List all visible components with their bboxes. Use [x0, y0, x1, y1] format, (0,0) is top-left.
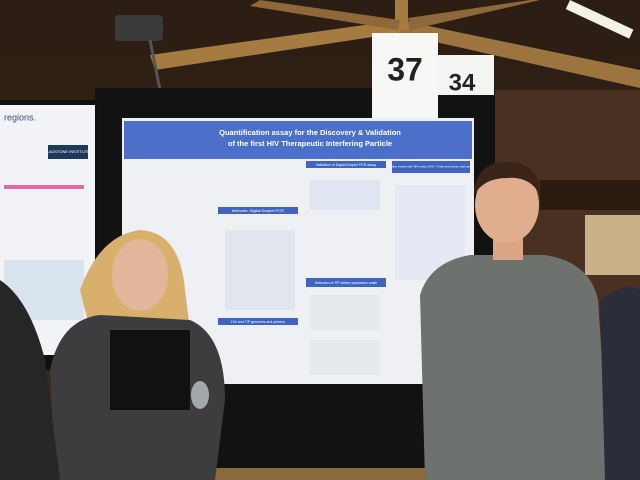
section-bar	[306, 278, 386, 287]
section-bar	[392, 161, 470, 173]
wine-glass	[191, 381, 209, 409]
section-title: Detection of TIP before population crash	[315, 281, 378, 285]
person-hair	[474, 162, 540, 195]
section-bar	[218, 318, 298, 325]
left-poster-heading: regions.	[4, 112, 36, 122]
left-poster-band	[4, 185, 84, 189]
person-edge	[0, 280, 60, 480]
person-face	[475, 167, 539, 243]
beam	[250, 0, 400, 30]
logo-box	[48, 145, 88, 159]
wall-door	[585, 215, 640, 275]
poster-figure	[310, 180, 380, 210]
beam	[150, 20, 405, 70]
section-title: Mice treated with TIPs retain CD4+ T-Cel…	[391, 165, 471, 169]
poster-figure	[310, 295, 380, 330]
beam	[400, 20, 640, 88]
lamp-arm	[148, 39, 162, 91]
sign-number: 34	[449, 69, 476, 96]
sign-number: 37	[387, 51, 423, 87]
section-title: HIV and TIP genomes and primers	[231, 320, 285, 324]
person-face	[112, 239, 168, 311]
sign	[438, 55, 494, 95]
sign	[372, 33, 438, 121]
wall-vent	[540, 180, 640, 210]
person-shirt	[420, 255, 610, 480]
section-bar	[218, 207, 298, 214]
poster-title: of the first HIV Therapeutic Interfering…	[228, 139, 392, 148]
section-bar	[306, 161, 386, 168]
person-top	[110, 330, 190, 410]
poster-figure	[310, 340, 380, 375]
section-title: Methods: Digital Droplet PCR	[232, 208, 284, 213]
light	[565, 0, 634, 39]
poster-header	[124, 121, 472, 159]
section-title: Validation of Digital Droplet PCR assay	[316, 163, 377, 167]
poster-figure	[225, 230, 295, 310]
logo: GLADSTONE INSTITUTES	[43, 149, 92, 154]
person-background	[600, 286, 640, 480]
beam	[408, 0, 540, 30]
poster-title: Quantification assay for the Discovery &…	[219, 128, 401, 137]
lamp	[115, 15, 163, 41]
